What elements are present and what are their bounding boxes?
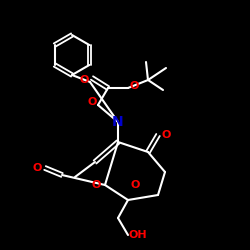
Text: O: O bbox=[130, 180, 140, 190]
Text: O: O bbox=[32, 163, 42, 173]
Text: O: O bbox=[79, 75, 89, 85]
Text: O: O bbox=[91, 180, 101, 190]
Text: OH: OH bbox=[129, 230, 147, 240]
Text: N: N bbox=[112, 115, 124, 129]
Text: O: O bbox=[87, 97, 97, 107]
Text: O: O bbox=[161, 130, 171, 140]
Text: O: O bbox=[129, 81, 139, 91]
